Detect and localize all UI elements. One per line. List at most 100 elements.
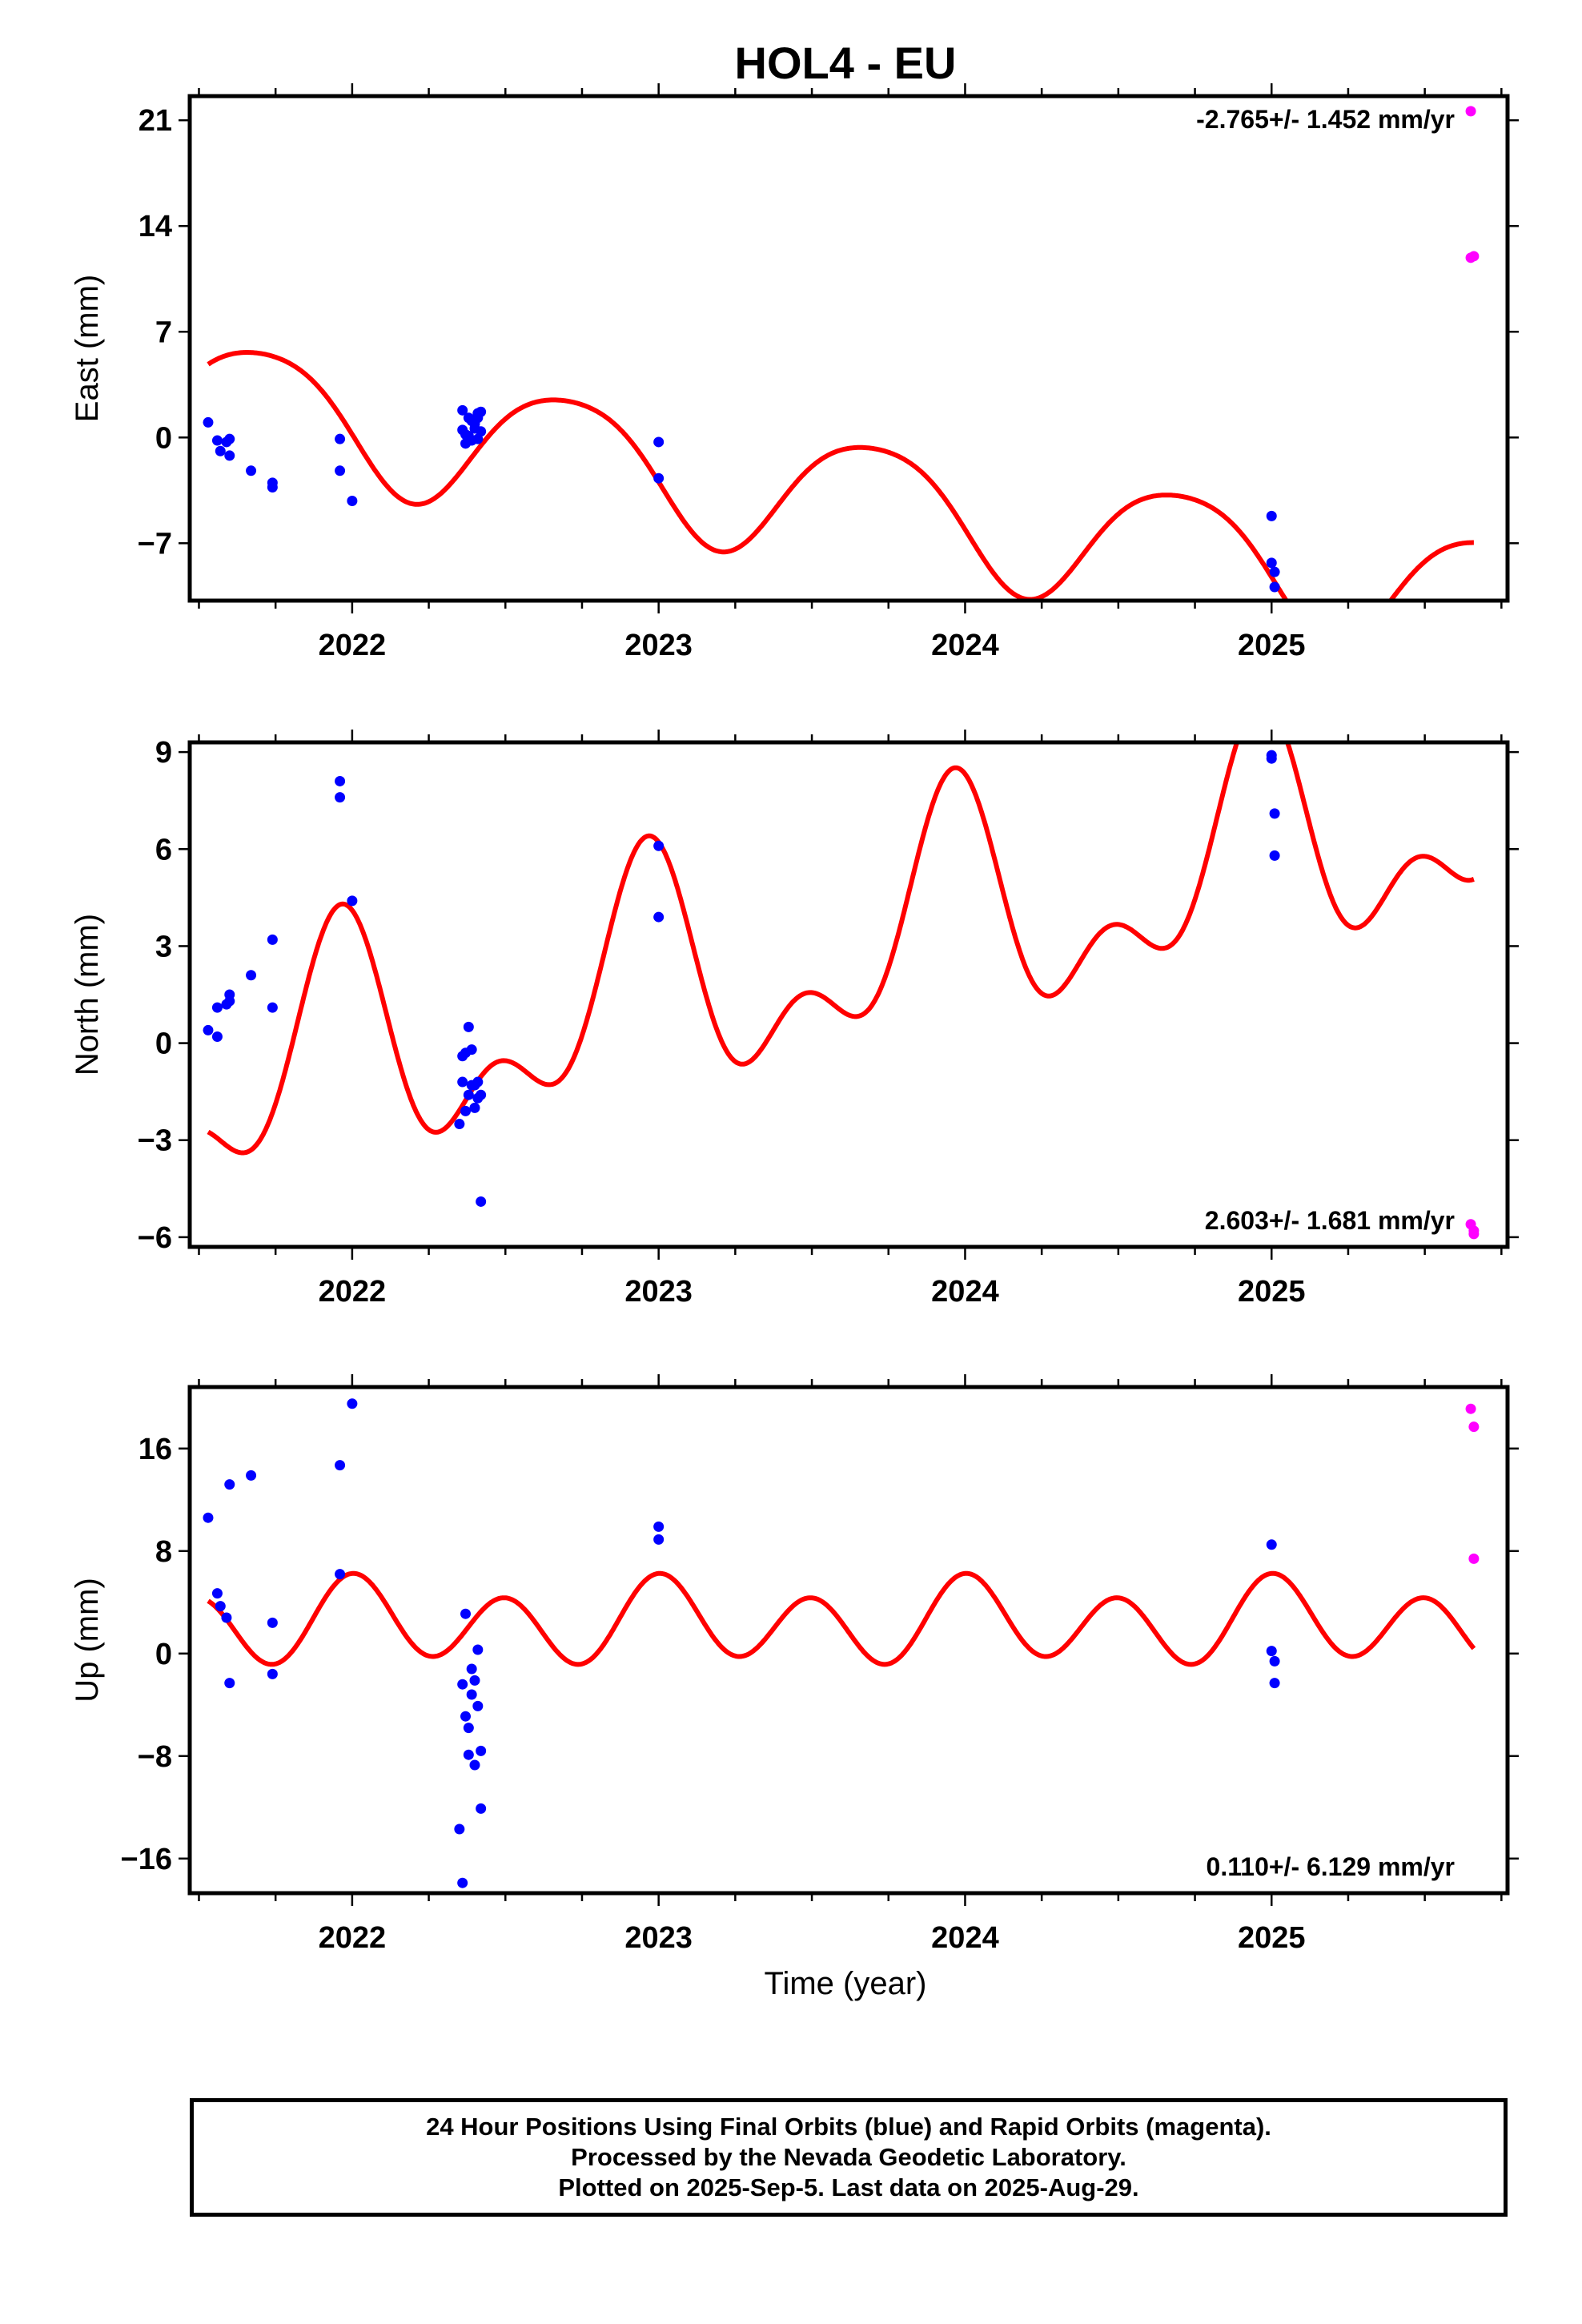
final-orbit-point <box>460 1608 472 1619</box>
final-orbit-point <box>1266 510 1277 521</box>
x-tick-label: 2023 <box>624 1275 693 1309</box>
x-tick-label: 2024 <box>931 1921 999 1955</box>
y-tick-label: 7 <box>155 316 172 349</box>
final-orbit-point <box>1269 1655 1280 1667</box>
final-orbit-point <box>653 1521 665 1532</box>
final-orbit-point <box>457 1679 468 1690</box>
footer-info-box: 24 Hour Positions Using Final Orbits (bl… <box>190 2098 1508 2217</box>
final-orbit-point <box>1266 753 1277 764</box>
panel-frame <box>187 1385 1510 1896</box>
y-tick-label: 21 <box>139 104 172 138</box>
final-orbit-point <box>472 1076 484 1088</box>
x-axis-label: Time (year) <box>765 1966 927 2001</box>
x-tick-label: 2025 <box>1238 629 1306 662</box>
final-orbit-point <box>211 435 223 446</box>
final-orbit-point <box>466 1044 477 1055</box>
x-tick-label: 2025 <box>1238 1275 1306 1309</box>
x-tick-label: 2023 <box>624 629 693 662</box>
final-orbit-point <box>211 1588 223 1599</box>
final-orbit-point <box>267 1668 278 1679</box>
final-orbit-point <box>1269 1678 1280 1689</box>
rapid-orbit-point <box>1465 106 1476 117</box>
final-orbit-point <box>457 1076 468 1088</box>
footer-line-plot-date: Plotted on 2025-Sep-5. Last data on 2025… <box>558 2173 1139 2201</box>
final-orbit-point <box>476 1089 487 1100</box>
final-orbit-point <box>215 445 226 456</box>
final-orbit-point <box>476 406 487 417</box>
y-tick-label: −8 <box>138 1740 172 1774</box>
final-orbit-point <box>463 1749 474 1760</box>
final-orbit-point <box>469 1675 480 1686</box>
final-orbit-point <box>211 1002 223 1013</box>
final-orbit-point <box>224 995 235 1007</box>
final-orbit-point <box>472 1700 484 1711</box>
rapid-orbit-point <box>1468 1421 1480 1433</box>
plot-area <box>203 742 1480 1240</box>
final-orbit-point <box>476 426 487 437</box>
final-orbit-point <box>653 840 665 851</box>
rate-label: -2.765+/- 1.452 mm/yr <box>1196 105 1455 134</box>
panel-frame <box>187 94 1510 603</box>
x-tick-label: 2022 <box>319 1921 387 1955</box>
footer-line-processor: Processed by the Nevada Geodetic Laborat… <box>571 2143 1126 2171</box>
final-orbit-point <box>466 1663 477 1675</box>
final-orbit-point <box>335 792 346 803</box>
final-orbit-point <box>246 970 257 981</box>
final-orbit-point <box>1266 1646 1277 1657</box>
final-orbit-point <box>653 436 665 448</box>
final-orbit-point <box>203 1024 214 1035</box>
final-orbit-point <box>1269 581 1280 593</box>
x-tick-label: 2024 <box>931 629 999 662</box>
y-tick-label: 0 <box>155 421 172 455</box>
rapid-orbit-point <box>1468 1553 1480 1564</box>
y-tick-label: 0 <box>155 1638 172 1671</box>
final-orbit-point <box>1266 557 1277 569</box>
x-tick-label: 2022 <box>319 629 387 662</box>
final-orbit-point <box>1266 1539 1277 1550</box>
y-axis-label: East (mm) <box>70 275 105 422</box>
y-tick-label: 6 <box>155 833 172 866</box>
panel-east: 21 14 7 0 −7 2022 2023 2024 2025 East (mm) -2.765+… <box>70 83 1519 662</box>
final-orbit-point <box>466 1689 477 1700</box>
final-orbit-point <box>215 1601 226 1612</box>
y-tick-label: 3 <box>155 930 172 963</box>
model-curve <box>207 350 1476 601</box>
y-tick-label: −3 <box>138 1124 172 1158</box>
final-orbit-point <box>347 1398 358 1409</box>
final-orbit-point <box>224 1678 235 1689</box>
final-orbit-point <box>653 911 665 923</box>
final-orbit-point <box>211 1031 223 1042</box>
final-orbit-point <box>457 404 468 416</box>
panel-frame <box>187 740 1510 1249</box>
figure-title: HOL4 - EU <box>735 38 957 88</box>
plot-area <box>203 106 1480 601</box>
rate-label: 2.603+/- 1.681 mm/yr <box>1205 1206 1455 1235</box>
final-orbit-point <box>460 1711 472 1722</box>
final-orbit-point <box>463 1021 474 1032</box>
y-axis-label: North (mm) <box>70 914 105 1076</box>
final-orbit-point <box>463 1723 474 1734</box>
final-orbit-point <box>267 1002 278 1013</box>
y-tick-label: 0 <box>155 1027 172 1061</box>
rapid-orbit-point <box>1468 251 1480 262</box>
final-orbit-point <box>224 1479 235 1490</box>
final-orbit-point <box>203 416 214 428</box>
final-orbit-point <box>1269 850 1280 861</box>
final-orbit-point <box>457 1877 468 1888</box>
final-orbit-point <box>472 1644 484 1655</box>
x-tick-label: 2022 <box>319 1275 387 1309</box>
final-orbit-point <box>335 465 346 476</box>
final-orbit-point <box>203 1512 214 1523</box>
final-orbit-point <box>224 450 235 461</box>
final-orbit-point <box>335 1569 346 1580</box>
final-orbit-point <box>335 1460 346 1471</box>
final-orbit-point <box>267 1617 278 1628</box>
final-orbit-point <box>267 934 278 945</box>
rate-label: 0.110+/- 6.129 mm/yr <box>1207 1852 1455 1881</box>
final-orbit-point <box>347 895 358 907</box>
footer-line-orbits: 24 Hour Positions Using Final Orbits (bl… <box>426 2113 1271 2141</box>
y-tick-label: −16 <box>121 1843 172 1876</box>
final-orbit-point <box>476 1196 487 1207</box>
y-tick-label: −6 <box>138 1221 172 1255</box>
